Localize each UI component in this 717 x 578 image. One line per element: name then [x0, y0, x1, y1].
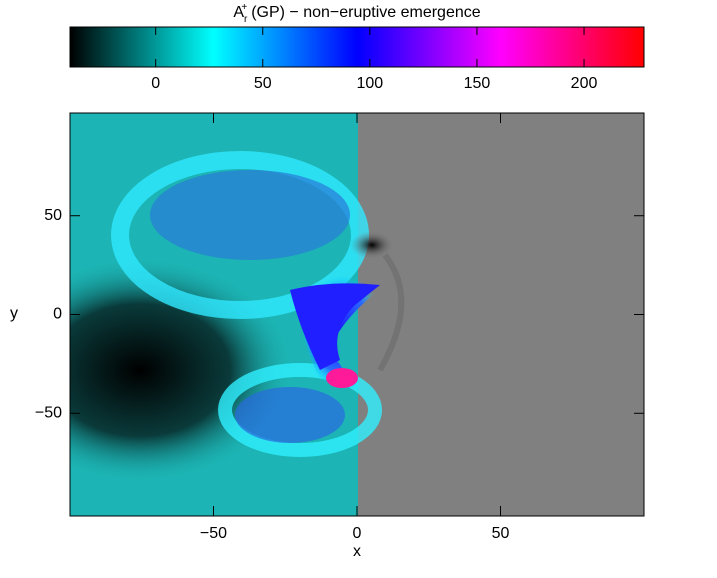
heatmap-image: [70, 113, 644, 516]
chart-title: Ar+ (GP) − non−eruptive emergence: [233, 2, 480, 25]
y-tick-label: 50: [44, 207, 62, 224]
y-tick-label: −50: [35, 404, 62, 421]
colorbar-tick-label: 200: [571, 75, 598, 92]
colorbar: [69, 26, 645, 68]
y-axis-label: y: [10, 305, 18, 322]
title-rest: (GP) − non−eruptive emergence: [251, 4, 481, 21]
title-sup: +: [241, 2, 247, 13]
y-tick-label: 0: [53, 306, 62, 323]
title-base: A: [233, 4, 244, 21]
colorbar-tick-label: 0: [151, 75, 160, 92]
colorbar-tick-label: 50: [254, 75, 272, 92]
title-sub: r: [244, 14, 248, 25]
x-tick-label: 50: [492, 525, 510, 542]
x-axis-label: x: [353, 543, 361, 560]
colorbar-tick-label: 100: [356, 75, 383, 92]
x-tick-label: −50: [200, 525, 227, 542]
colorbar-tick-label: 150: [464, 75, 491, 92]
x-tick-label: 0: [353, 525, 362, 542]
